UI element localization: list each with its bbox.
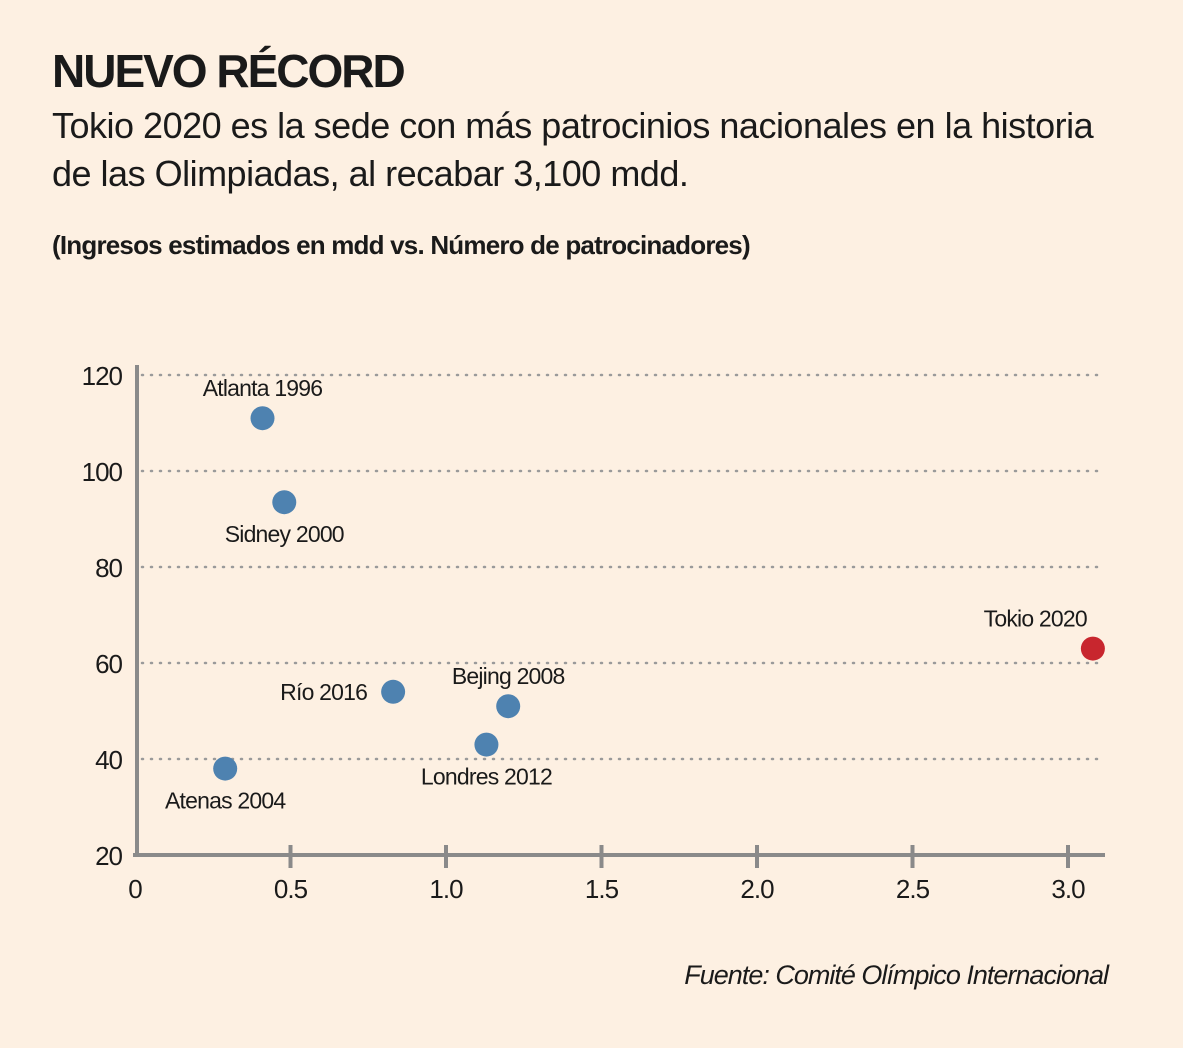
chart-caption: (Ingresos estimados en mdd vs. Número de… [52,230,751,260]
chart-title: NUEVO RÉCORD [52,45,406,97]
data-point [1080,636,1105,661]
data-point [496,694,521,719]
point-label: Londres 2012 [421,764,552,790]
point-label: Bejing 2008 [452,663,565,689]
source-note: Fuente: Comité Olímpico Internacional [684,960,1109,990]
chart-subtitle: Tokio 2020 es la sede con más patrocinio… [52,105,1094,194]
y-tick-label: 80 [95,553,122,583]
x-tick-label: 0 [128,874,142,904]
y-tick-label: 60 [95,649,122,679]
data-point [272,490,297,515]
x-tick-label: 0.5 [274,874,308,904]
x-tick-label: 3.0 [1051,874,1085,904]
data-point [474,732,499,757]
data-point [250,406,275,431]
y-tick-label: 40 [95,745,122,775]
x-tick-label: 2.0 [740,874,774,904]
x-tick-label: 2.5 [896,874,930,904]
point-label: Atenas 2004 [165,788,286,814]
point-label: Río 2016 [280,679,367,705]
x-tick-label: 1.0 [429,874,463,904]
x-tick-label: 1.5 [585,874,619,904]
data-point [213,756,238,781]
data-point [381,679,406,704]
point-label: Sidney 2000 [225,521,344,547]
point-label: Tokio 2020 [984,606,1087,632]
y-tick-label: 20 [95,841,122,871]
y-tick-label: 120 [82,361,123,391]
point-label: Atlanta 1996 [203,375,323,401]
y-tick-label: 100 [82,457,123,487]
